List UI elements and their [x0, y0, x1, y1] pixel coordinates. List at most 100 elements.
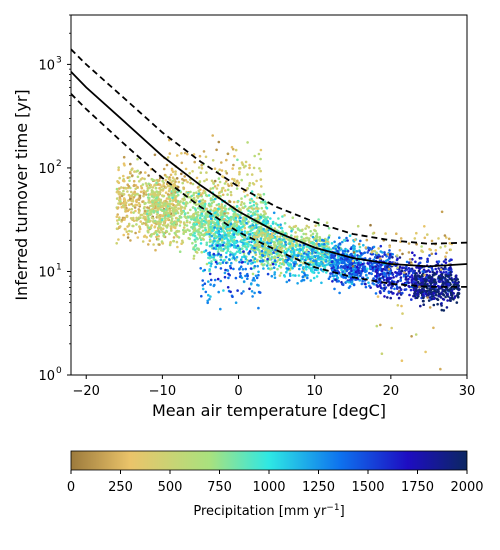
scatter-point: [204, 228, 207, 232]
scatter-point: [345, 280, 349, 284]
scatter-point: [385, 268, 389, 272]
scatter-point: [383, 272, 387, 276]
scatter-point: [434, 273, 437, 276]
scatter-point: [243, 226, 247, 230]
scatter-point: [224, 207, 228, 211]
colorbar-tick-label: 2000: [450, 480, 483, 495]
scatter-point: [321, 264, 325, 268]
scatter-point: [218, 180, 222, 184]
y-tick-exponent: 0: [56, 366, 62, 376]
scatter-point: [188, 221, 192, 224]
scatter-point: [219, 227, 223, 230]
scatter-point: [172, 239, 176, 243]
scatter-point: [204, 226, 207, 230]
scatter-point: [328, 275, 332, 278]
scatter-point: [313, 268, 317, 272]
scatter-point: [200, 204, 204, 207]
scatter-point: [245, 221, 248, 225]
scatter-point: [257, 306, 260, 310]
scatter-point: [249, 230, 252, 233]
scatter-point: [453, 296, 456, 300]
scatter-point: [203, 199, 207, 203]
scatter-point: [289, 274, 292, 278]
scatter-point: [368, 271, 371, 275]
scatter-point: [196, 211, 200, 214]
scatter-point: [200, 233, 204, 237]
scatter-point: [438, 280, 442, 284]
scatter-point: [157, 229, 160, 233]
scatter-point: [292, 274, 295, 277]
scatter-point: [229, 266, 233, 270]
scatter-point: [301, 250, 305, 253]
scatter-point: [195, 191, 198, 194]
scatter-point: [255, 230, 259, 233]
scatter-point: [148, 239, 152, 242]
scatter-point: [254, 223, 258, 227]
scatter-point: [244, 257, 248, 261]
scatter-point: [227, 276, 230, 280]
scatter-point: [317, 252, 321, 255]
solid-fit-line: [71, 71, 467, 268]
scatter-point: [274, 244, 278, 247]
scatter-point: [168, 232, 171, 236]
scatter-point: [444, 261, 448, 265]
scatter-point: [212, 221, 216, 224]
scatter-point: [246, 141, 249, 144]
scatter-point: [271, 220, 275, 224]
scatter-point: [176, 193, 180, 197]
scatter-point: [263, 210, 266, 213]
scatter-point: [389, 296, 393, 300]
scatter-point: [209, 239, 212, 242]
scatter-point: [246, 277, 249, 281]
scatter-point: [192, 193, 195, 197]
scatter-point: [254, 244, 257, 247]
scatter-point: [412, 269, 415, 273]
scatter-point: [253, 257, 257, 261]
scatter-point: [341, 249, 345, 253]
scatter-point: [437, 290, 440, 294]
scatter-point: [202, 189, 206, 192]
scatter-point: [253, 291, 256, 295]
scatter-point: [379, 257, 382, 260]
scatter-point: [197, 206, 200, 210]
scatter-point: [158, 183, 162, 187]
scatter-point: [369, 266, 372, 270]
scatter-point: [385, 259, 388, 263]
scatter-point: [381, 275, 385, 279]
scatter-point: [287, 238, 290, 242]
scatter-point: [230, 182, 233, 185]
scatter-point: [375, 324, 379, 328]
scatter-point: [379, 286, 383, 290]
scatter-point: [117, 202, 120, 205]
scatter-point: [408, 275, 412, 279]
scatter-point: [315, 260, 318, 263]
scatter-point: [228, 258, 231, 262]
scatter-point: [375, 275, 378, 278]
scatter-point: [212, 240, 216, 243]
scatter-point: [328, 234, 331, 237]
scatter-point: [256, 216, 260, 219]
scatter-point: [173, 192, 176, 195]
scatter-point: [232, 200, 236, 204]
scatter-point: [212, 200, 215, 203]
scatter-point: [212, 181, 215, 184]
scatter-point: [133, 194, 137, 197]
scatter-point: [264, 217, 268, 221]
scatter-point: [251, 239, 254, 243]
scatter-point: [161, 179, 164, 183]
scatter-point: [203, 268, 206, 272]
scatter-point: [252, 200, 256, 204]
scatter-point: [166, 193, 170, 196]
scatter-point: [248, 163, 251, 167]
scatter-point: [228, 200, 232, 204]
scatter-point: [197, 194, 201, 198]
scatter-point: [324, 254, 328, 258]
scatter-point: [287, 248, 290, 251]
scatter-point: [217, 234, 221, 238]
scatter-point: [176, 211, 180, 215]
scatter-point: [325, 221, 329, 224]
scatter-point: [446, 299, 449, 302]
scatter-point: [317, 262, 320, 265]
scatter-point: [217, 207, 220, 211]
scatter-point: [310, 252, 314, 255]
